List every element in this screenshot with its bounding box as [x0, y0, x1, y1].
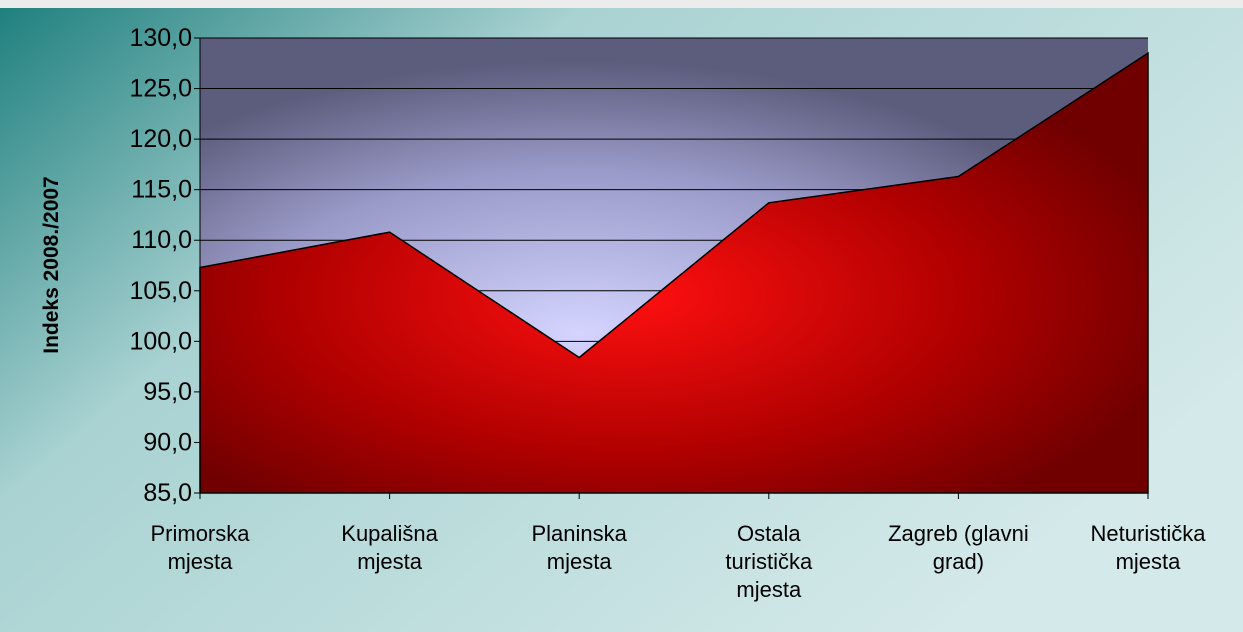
x-tick-label: Kupališna mjesta [341, 521, 438, 574]
x-tick-label: Ostala turistička mjesta [725, 521, 813, 602]
x-tick-label: Planinska mjesta [532, 521, 628, 574]
x-tick-label: Primorska mjesta [150, 521, 250, 574]
y-tick-label: 110,0 [131, 226, 192, 254]
y-tick-label: 125,0 [129, 75, 192, 103]
area [199, 51, 1149, 494]
y-axis-title: Indeks 2008./2007 [40, 176, 63, 353]
y-tick-label: 90,0 [143, 428, 192, 456]
y-tick-label: 85,0 [143, 479, 192, 507]
top-strip [0, 0, 1243, 8]
y-tick-label: 95,0 [143, 378, 192, 406]
y-tick-label: 105,0 [129, 277, 192, 305]
x-tick-label: Zagreb (glavni grad) [888, 521, 1029, 574]
x-tick-label: Neturistička mjesta [1091, 521, 1207, 574]
y-tick-label: 120,0 [129, 125, 192, 153]
y-tick-label: 130,0 [129, 24, 192, 52]
y-tick-label: 115,0 [131, 176, 192, 204]
y-tick-label: 100,0 [129, 327, 192, 355]
